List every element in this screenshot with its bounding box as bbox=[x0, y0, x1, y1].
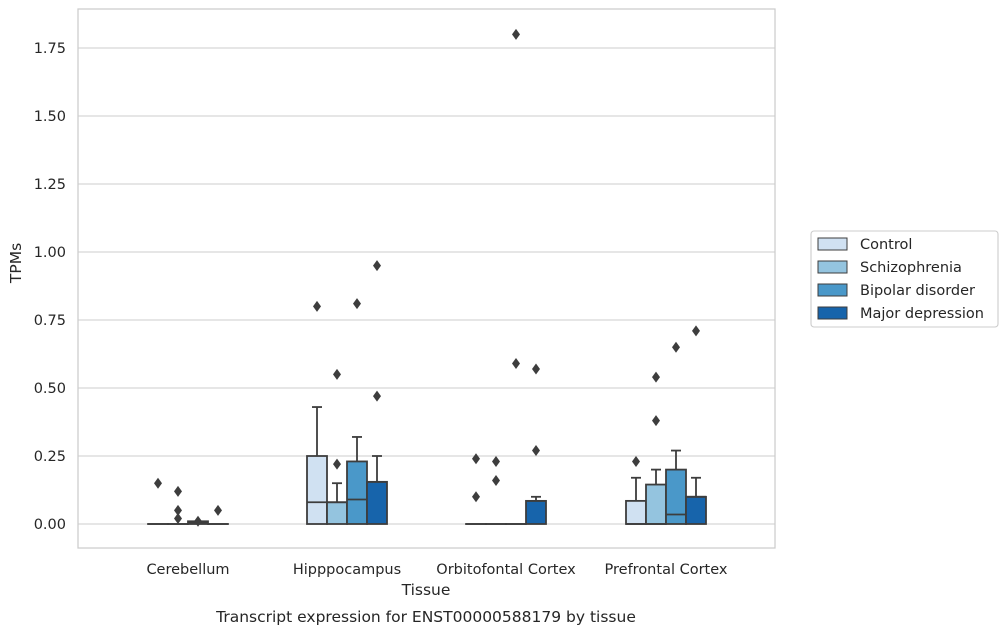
box-bipolar-disorder-0 bbox=[187, 515, 209, 527]
box-major-depression-1 bbox=[366, 260, 388, 525]
outlier-point bbox=[154, 477, 162, 489]
y-axis-label: TPMs bbox=[7, 243, 25, 284]
box-control-0 bbox=[147, 477, 169, 525]
x-tick-label: Prefrontal Cortex bbox=[605, 562, 728, 578]
x-axis-label: Tissue bbox=[401, 581, 451, 599]
outlier-point bbox=[333, 368, 341, 380]
box-control-2 bbox=[465, 453, 487, 525]
chart-title: Transcript expression for ENST0000058817… bbox=[215, 608, 636, 626]
legend-label: Major depression bbox=[860, 306, 984, 322]
legend-frame bbox=[810, 230, 999, 328]
y-tick-label: 1.00 bbox=[34, 245, 66, 261]
outlier-point bbox=[333, 458, 341, 470]
box-body bbox=[326, 501, 348, 525]
box-schizophrenia-0 bbox=[167, 485, 189, 525]
y-tick-label: 0.75 bbox=[34, 313, 66, 329]
plot-frame bbox=[77, 8, 776, 549]
outlier-point bbox=[373, 390, 381, 402]
outlier-point bbox=[373, 260, 381, 272]
box-bipolar-disorder-2 bbox=[505, 28, 527, 525]
outlier-point bbox=[632, 455, 640, 467]
outlier-point bbox=[652, 415, 660, 427]
legend-label: Bipolar disorder bbox=[860, 283, 975, 299]
y-tick-label: 0.50 bbox=[34, 381, 66, 397]
outlier-point bbox=[353, 298, 361, 310]
outlier-point bbox=[672, 341, 680, 353]
box-body bbox=[625, 499, 647, 525]
box-bipolar-disorder-3 bbox=[665, 341, 687, 525]
y-tick-label: 1.50 bbox=[34, 109, 66, 125]
box-body bbox=[366, 480, 388, 525]
x-tick-label: Hipppocampus bbox=[293, 562, 401, 578]
box-body bbox=[665, 468, 687, 525]
outlier-point bbox=[194, 515, 202, 527]
x-axis-ticks: Cerebellum Hipppocampus Orbitofontal Corte… bbox=[146, 562, 727, 578]
outlier-point bbox=[512, 358, 520, 370]
outlier-point bbox=[512, 28, 520, 40]
outlier-point bbox=[492, 474, 500, 486]
box-control-1 bbox=[306, 300, 328, 525]
outlier-point bbox=[174, 513, 182, 525]
box-body bbox=[645, 483, 667, 525]
box-body bbox=[685, 495, 707, 525]
outlier-point bbox=[174, 504, 182, 516]
legend-swatch bbox=[817, 306, 848, 320]
box-schizophrenia-1 bbox=[326, 368, 348, 525]
outlier-point bbox=[174, 485, 182, 497]
y-axis-ticks: 0.00 0.25 0.50 0.75 1.00 1.25 1.50 1.75 bbox=[34, 41, 66, 533]
legend-swatch bbox=[817, 283, 848, 297]
outlier-point bbox=[313, 300, 321, 312]
outlier-point bbox=[472, 453, 480, 465]
grid-lines bbox=[78, 47, 775, 525]
box-body bbox=[525, 499, 547, 525]
legend: Control Schizophrenia Bipolar disorder Majo… bbox=[810, 230, 999, 328]
y-tick-label: 0.00 bbox=[34, 517, 66, 533]
legend-label: Control bbox=[860, 237, 912, 253]
outlier-point bbox=[692, 325, 700, 337]
box-body bbox=[306, 455, 328, 525]
x-tick-label: Orbitofontal Cortex bbox=[436, 562, 576, 578]
box-groups bbox=[147, 28, 707, 527]
outlier-point bbox=[532, 445, 540, 457]
box-major-depression-3 bbox=[685, 325, 707, 525]
y-tick-label: 0.25 bbox=[34, 449, 66, 465]
box-control-3 bbox=[625, 455, 647, 525]
y-tick-label: 1.75 bbox=[34, 41, 66, 57]
y-tick-label: 1.25 bbox=[34, 177, 66, 193]
x-tick-label: Cerebellum bbox=[146, 562, 229, 578]
legend-swatch bbox=[817, 260, 848, 274]
outlier-point bbox=[492, 455, 500, 467]
outlier-point bbox=[532, 363, 540, 375]
box-major-depression-0 bbox=[207, 504, 229, 525]
legend-label: Schizophrenia bbox=[860, 260, 962, 276]
box-bipolar-disorder-1 bbox=[346, 298, 368, 525]
box-major-depression-2 bbox=[525, 363, 547, 525]
outlier-point bbox=[472, 491, 480, 503]
legend-swatch bbox=[817, 237, 848, 251]
outlier-point bbox=[652, 371, 660, 383]
outlier-point bbox=[214, 504, 222, 516]
box-schizophrenia-2 bbox=[485, 455, 507, 525]
box-body bbox=[346, 460, 368, 525]
box-schizophrenia-3 bbox=[645, 371, 667, 525]
